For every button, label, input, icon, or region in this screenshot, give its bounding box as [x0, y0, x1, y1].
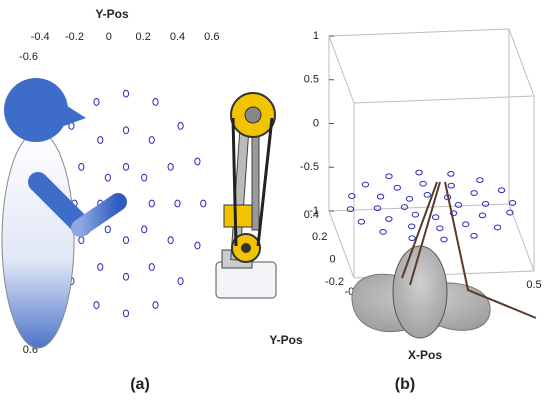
point	[405, 195, 414, 202]
person-b	[351, 181, 537, 339]
point	[415, 169, 423, 176]
point	[152, 301, 159, 309]
point	[177, 121, 184, 130]
box-edge	[328, 35, 355, 104]
point	[194, 157, 201, 166]
person-a	[1, 78, 127, 349]
point	[122, 126, 130, 135]
z-tick-label: 1	[313, 30, 319, 42]
point	[122, 162, 130, 171]
z-tick-label: 0.5	[304, 74, 319, 86]
point	[462, 221, 470, 228]
point	[385, 216, 393, 222]
x-tick-label: 0.5	[526, 279, 541, 291]
point	[508, 199, 517, 206]
point	[470, 190, 478, 196]
point	[97, 136, 104, 144]
y-tick-label: -0.2	[325, 276, 344, 288]
x-tick-label: 0	[106, 31, 112, 43]
z-tick-label: -1	[309, 205, 319, 217]
point	[478, 212, 487, 219]
point	[200, 199, 207, 208]
point	[141, 225, 148, 234]
point	[449, 210, 458, 217]
point	[141, 173, 148, 182]
point	[177, 277, 184, 286]
point	[376, 193, 385, 200]
z-tick-label: 0	[313, 117, 319, 129]
box-edge	[328, 210, 355, 279]
point	[400, 204, 409, 210]
point	[454, 202, 463, 208]
x-tick-label: 0.2	[136, 31, 151, 43]
point	[379, 228, 387, 235]
point	[194, 241, 201, 250]
x-tick-label: -0.4	[31, 31, 50, 43]
box-edge	[353, 95, 535, 104]
y-tick-label: 0.4	[304, 209, 319, 221]
point	[436, 225, 444, 232]
point	[174, 199, 181, 208]
caption: (a)	[130, 376, 150, 393]
point	[431, 214, 440, 221]
point	[476, 177, 484, 184]
point	[493, 224, 502, 231]
x-tick-label: 0.6	[204, 31, 219, 43]
point	[357, 218, 366, 225]
point	[419, 180, 427, 187]
point	[348, 193, 356, 199]
point	[361, 181, 370, 188]
point	[104, 173, 111, 182]
point	[393, 184, 401, 191]
point	[148, 199, 155, 208]
point	[122, 272, 130, 281]
point	[148, 263, 155, 271]
point	[78, 236, 85, 245]
z-tick-label: -0.5	[300, 161, 319, 173]
point	[93, 301, 100, 309]
box-edge	[508, 28, 535, 97]
x-axis-label: Y-Pos	[95, 7, 129, 21]
y-axis-label: Y-Pos	[269, 333, 303, 347]
point	[385, 173, 393, 180]
point	[408, 223, 416, 230]
point	[447, 170, 455, 177]
point	[122, 309, 130, 318]
point	[93, 98, 100, 106]
point	[152, 98, 159, 106]
point	[104, 225, 111, 234]
point	[122, 236, 130, 245]
point	[373, 205, 382, 212]
point	[497, 187, 506, 194]
point	[167, 236, 174, 245]
y-tick-label: 0	[330, 254, 336, 266]
point	[470, 232, 478, 239]
point	[440, 236, 448, 243]
point	[346, 206, 355, 213]
point	[447, 182, 455, 189]
point	[78, 162, 85, 171]
box-edge	[508, 203, 535, 272]
x-axis-label: X-Pos	[408, 348, 442, 362]
y-tick-label: 0.2	[312, 231, 327, 243]
point	[423, 191, 432, 198]
point	[167, 162, 174, 171]
point	[97, 263, 104, 271]
point	[148, 136, 155, 144]
box-edge	[328, 203, 510, 212]
point	[411, 211, 420, 218]
x-tick-label: 0.4	[170, 31, 185, 43]
robot-illustration	[215, 92, 277, 299]
point	[506, 209, 514, 216]
x-tick-label: -0.2	[65, 31, 84, 43]
y-tick-label: -0.6	[19, 51, 38, 63]
point	[408, 235, 416, 242]
caption: (b)	[395, 376, 415, 393]
point	[122, 89, 130, 98]
box-edge	[328, 28, 510, 37]
point	[481, 201, 490, 207]
